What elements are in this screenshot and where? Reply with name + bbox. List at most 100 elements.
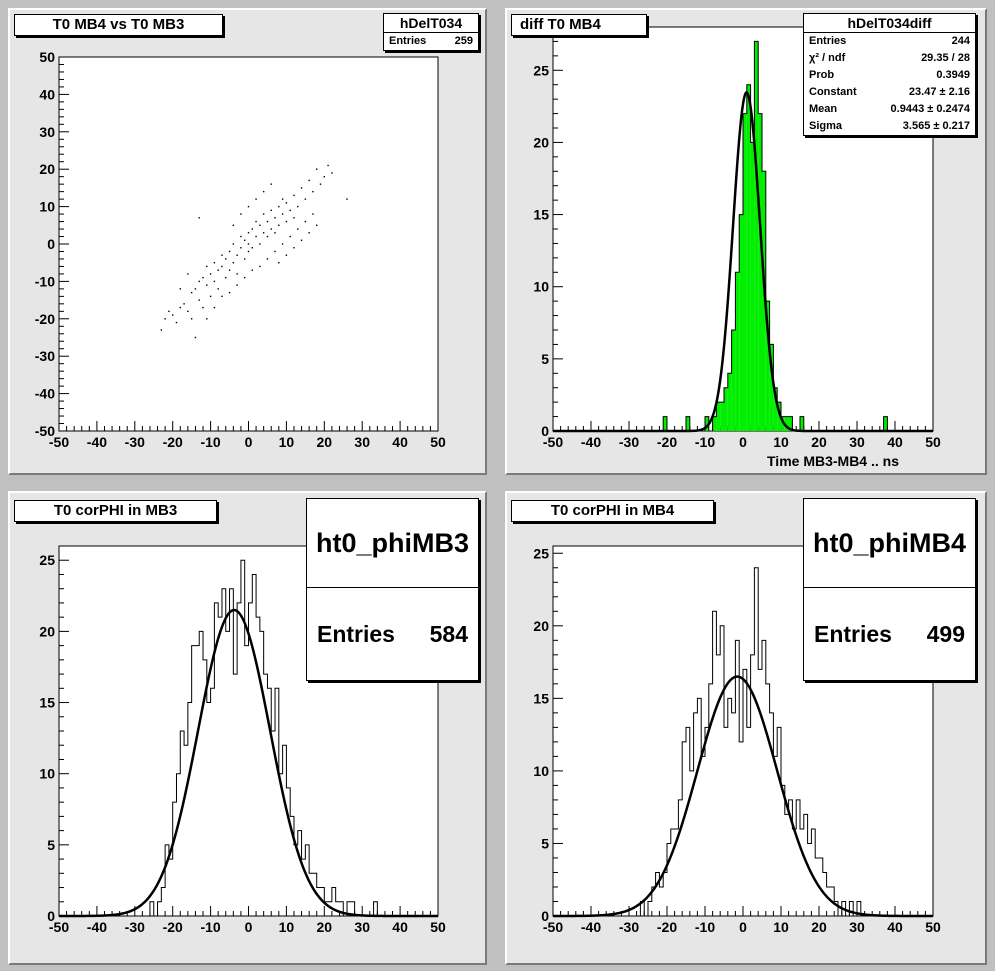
scatter-point [228, 269, 231, 271]
scatter-point [225, 258, 227, 260]
x-tick-label: -50 [49, 919, 69, 935]
scatter-point [206, 284, 208, 286]
histogram-bar [743, 113, 747, 432]
scatter-point [213, 280, 216, 283]
histogram-bar [739, 214, 743, 431]
y-tick-label: 25 [39, 552, 55, 568]
scatter-point [247, 250, 250, 253]
y-tick-label: 10 [533, 279, 549, 295]
scatter-point [187, 310, 189, 313]
scatter-point [293, 217, 295, 219]
scatter-point [319, 183, 322, 185]
stats-label: χ² / ndf [809, 52, 846, 64]
scatter-point [194, 336, 197, 339]
scatter-point [213, 262, 216, 264]
x-tick-label: -20 [163, 434, 183, 450]
scatter-point [255, 220, 257, 223]
histogram-bar [731, 330, 736, 431]
stats-title: hDelT034 [384, 14, 478, 33]
x-tick-label: -30 [125, 919, 145, 935]
stats-label: Entries [814, 621, 892, 647]
scatter-point [281, 198, 284, 200]
scatter-point [278, 262, 280, 264]
scatter-point [266, 235, 269, 238]
scatter-point [300, 239, 303, 241]
stats-box: hDelT034diff Entries 244 χ² / ndf 29.35 / … [803, 13, 976, 136]
x-tick-label: 40 [887, 919, 903, 935]
x-tick-label: 20 [317, 919, 333, 935]
scatter-point [262, 232, 265, 234]
scatter-point [240, 213, 242, 215]
x-tick-label: -40 [87, 919, 107, 935]
histogram-bar [712, 416, 717, 431]
histogram-outline [553, 567, 933, 917]
x-tick-label: 50 [430, 434, 446, 450]
scatter-point [172, 314, 174, 316]
histogram-bar [754, 41, 759, 431]
stats-row: Constant 23.47 ± 2.16 [804, 84, 975, 101]
y-tick-label: 20 [39, 623, 55, 639]
scatter-point [297, 228, 299, 230]
x-tick-label: 20 [811, 434, 827, 450]
scatter-point [285, 220, 288, 223]
scatter-point [232, 262, 235, 264]
x-tick-label: 10 [773, 434, 789, 450]
stats-title: hDelT034diff [804, 14, 975, 33]
scatter-point [293, 194, 295, 197]
scatter-point [255, 235, 257, 238]
scatter-point [304, 220, 307, 223]
histogram-bar [758, 113, 762, 432]
y-tick-label: 20 [533, 134, 549, 150]
scatter-point [168, 310, 170, 313]
histogram-bar [720, 402, 724, 431]
y-tick-label: 0 [47, 236, 55, 252]
x-tick-label: 20 [317, 434, 333, 450]
y-tick-label: 0 [541, 908, 549, 924]
x-tick-label: 40 [887, 434, 903, 450]
scatter-point [232, 224, 235, 226]
scatter-point [281, 243, 284, 245]
pad-scatter-mb4-vs-mb3: -50 -40 -30 -20 -10 0 10 20 30 40 50 -50 -40 -30 -20 -1… [8, 8, 487, 475]
stats-row: Prob 0.3949 [804, 67, 975, 84]
scatter-point [255, 198, 257, 200]
x-tick-label: 20 [811, 919, 827, 935]
stats-value: 3.565 ± 0.217 [902, 120, 970, 132]
scatter-point [240, 247, 242, 249]
scatter-point [308, 179, 310, 182]
y-tick-label: 15 [533, 207, 549, 223]
scatter-point [160, 329, 163, 331]
stats-box: ht0_phiMB4 Entries 499 [803, 498, 976, 681]
scatter-point [259, 243, 261, 245]
scatter-point [228, 291, 231, 294]
x-tick-label: -10 [200, 919, 220, 935]
scatter-point [312, 190, 314, 193]
y-tick-label: 25 [533, 62, 549, 78]
scatter-point [297, 205, 299, 208]
scatter-point [289, 235, 291, 238]
y-tick-label: 0 [541, 423, 549, 439]
histogram-bar [727, 373, 732, 431]
gaussian-fit-line [553, 675, 933, 918]
x-tick-label: -30 [619, 434, 639, 450]
scatter-point [281, 213, 284, 215]
scatter-point [285, 254, 288, 256]
y-tick-label: 5 [541, 351, 549, 367]
x-tick-label: 10 [279, 434, 295, 450]
x-tick-label: -30 [125, 434, 145, 450]
scatter-point [259, 265, 261, 268]
histogram-bar [686, 416, 690, 431]
stats-value: 499 [926, 621, 965, 647]
scatter-point [221, 254, 223, 256]
pad-phi-mb4-histogram: -50 -40 -30 -20 -10 0 10 20 30 40 50 0 5 10 15 20 25 T0 … [505, 491, 987, 965]
stats-value: 0.3949 [936, 69, 970, 81]
x-tick-label: 50 [430, 919, 446, 935]
x-tick-label: -40 [581, 434, 601, 450]
stats-value: 0.9443 ± 0.2474 [890, 103, 970, 115]
stats-label: Entries [809, 35, 847, 47]
scatter-point [190, 291, 193, 294]
x-tick-label: 30 [849, 919, 865, 935]
scatter-point [244, 276, 246, 279]
y-tick-label: 25 [533, 545, 549, 561]
histogram-bar [746, 84, 751, 431]
scatter-point [300, 187, 303, 189]
